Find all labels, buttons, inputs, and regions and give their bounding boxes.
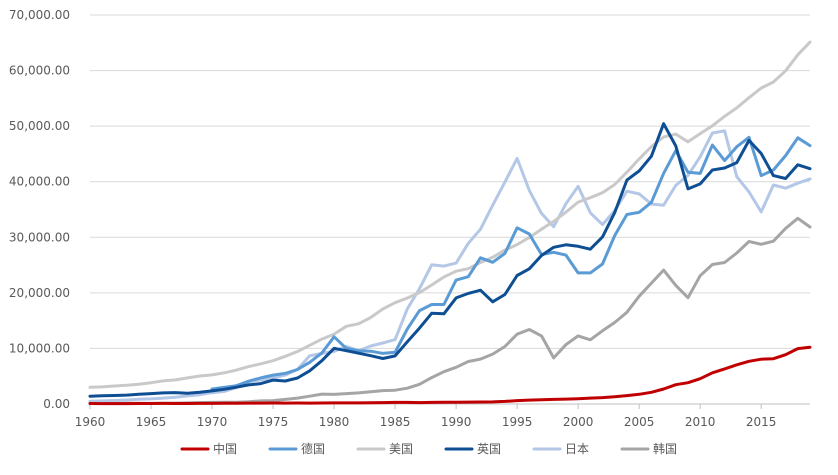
y-axis-ticks: 0.00 10,000.00 20,000.00 30,000.00 40,000.00…	[9, 8, 70, 411]
series-line-3	[88, 122, 812, 398]
y-tick-label: 30,000.00	[9, 230, 70, 244]
y-tick-label: 10,000.00	[9, 341, 70, 355]
series-line-0	[88, 345, 812, 406]
x-tick-label: 1975	[258, 415, 289, 429]
legend-label: 英国	[477, 442, 501, 456]
series-line-2	[88, 40, 812, 389]
x-tick-label: 1995	[502, 415, 533, 429]
legend-label: 美国	[389, 442, 413, 456]
y-tick-label: 60,000.00	[9, 64, 70, 78]
legend-label: 德国	[301, 441, 325, 456]
x-tick-label: 1980	[319, 415, 350, 429]
series-line-1	[210, 135, 812, 391]
x-tick-label: 2000	[563, 415, 594, 429]
legend-label: 日本	[565, 442, 589, 456]
x-tick-label: 1985	[380, 415, 411, 429]
legend-label: 中国	[213, 441, 237, 456]
grid-lines	[90, 14, 810, 349]
y-tick-label: 70,000.00	[9, 8, 70, 22]
y-tick-label: 20,000.00	[9, 286, 70, 300]
legend-label: 韩国	[653, 441, 677, 456]
y-tick-label: 0.00	[43, 397, 70, 411]
x-tick-label: 2005	[624, 415, 655, 429]
x-axis: 1960 1965 1970 1975 1980 1985 1990 1995 2000 2005…	[75, 403, 810, 429]
y-tick-label: 50,000.00	[9, 119, 70, 133]
legend: 中国 德国 美国 英国 日本 韩国	[180, 441, 677, 456]
x-tick-label: 1970	[197, 415, 228, 429]
x-tick-label: 1965	[136, 415, 167, 429]
x-tick-label: 1990	[441, 415, 472, 429]
x-tick-label: 1960	[75, 415, 106, 429]
x-tick-label: 2010	[685, 415, 716, 429]
series-lines	[88, 40, 812, 406]
x-tick-label: 2015	[746, 415, 777, 429]
y-tick-label: 40,000.00	[9, 175, 70, 189]
